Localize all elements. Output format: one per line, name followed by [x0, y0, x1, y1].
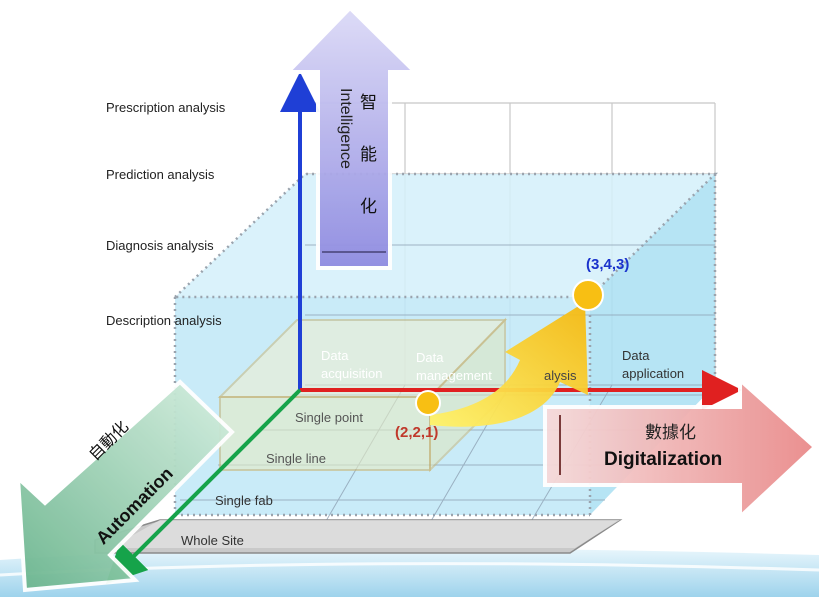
cube-top-face — [175, 174, 715, 297]
intelligence-en: Intelligence — [337, 88, 354, 169]
progress-arrow — [430, 302, 588, 427]
level-diagnosis: Diagnosis analysis — [106, 238, 214, 253]
intelligence-arrow-shape — [283, 5, 420, 270]
floor-wave — [0, 548, 819, 597]
scope-single-point: Single point — [295, 410, 363, 425]
intelligence-zh-3: 化 — [360, 197, 377, 216]
target-point — [572, 279, 604, 311]
level-prediction: Prediction analysis — [106, 167, 215, 182]
level-prescription: Prescription analysis — [106, 100, 226, 115]
step-data-application: Data application — [622, 348, 685, 381]
step-data-analysis: alysis — [544, 368, 577, 383]
target-point-label: (3,4,3) — [586, 256, 630, 273]
scope-single-line: Single line — [266, 451, 326, 466]
current-point — [415, 390, 441, 416]
intelligence-zh-1: 智 — [360, 93, 377, 112]
intelligence-zh-2: 能 — [360, 145, 377, 164]
automation-axis — [105, 388, 302, 585]
automation-arrow-shape — [15, 379, 235, 593]
digitalization-zh: 數據化 — [645, 423, 696, 442]
digitalization-arrow-shape — [543, 375, 818, 522]
whole-site-plate-top — [110, 520, 620, 548]
step-data-acquisition: Data acquisition — [321, 348, 383, 381]
step-data-management: Data management — [416, 350, 492, 383]
digitalization-en: Digitalization — [604, 449, 723, 470]
scope-whole-site: Whole Site — [181, 533, 244, 548]
level-description: Description analysis — [106, 313, 222, 328]
current-point-label: (2,2,1) — [395, 424, 439, 441]
scope-single-fab: Single fab — [215, 493, 273, 508]
